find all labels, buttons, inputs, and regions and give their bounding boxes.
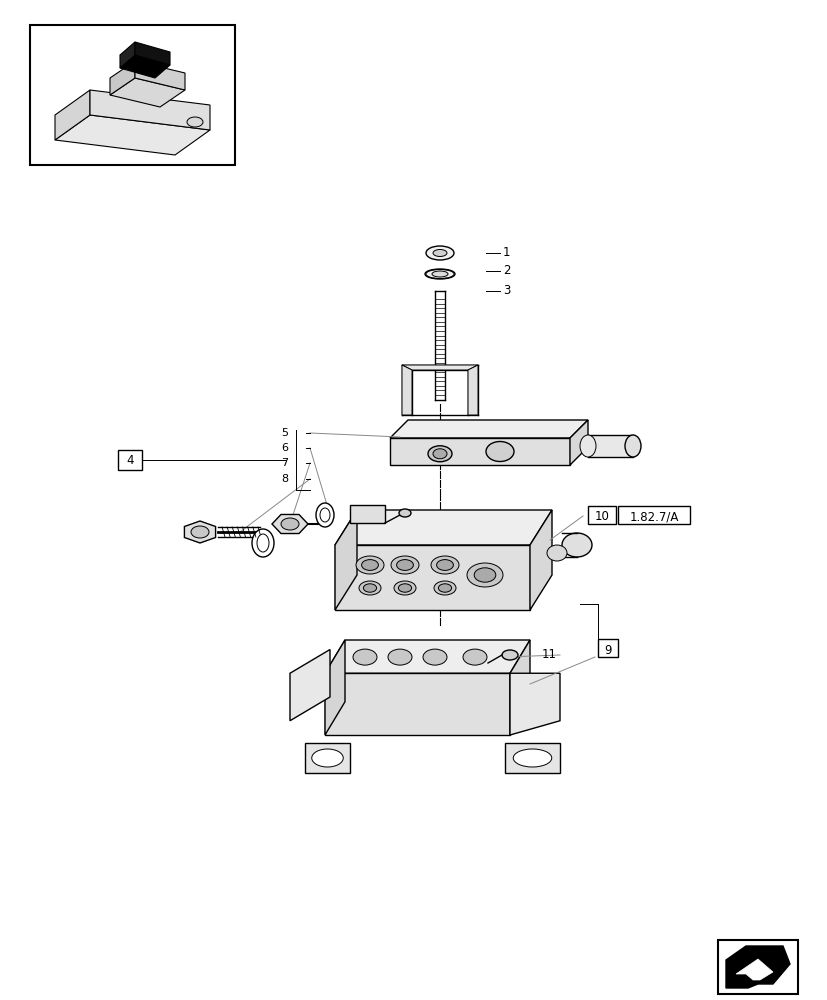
Polygon shape [335,510,356,610]
Text: 11: 11 [542,648,557,662]
Text: 8: 8 [280,474,288,484]
Ellipse shape [501,650,518,660]
Polygon shape [509,673,559,735]
Ellipse shape [624,435,640,457]
Bar [350,505,385,523]
Text: 3: 3 [502,284,509,298]
Polygon shape [725,946,789,988]
Ellipse shape [316,503,333,527]
Polygon shape [390,420,587,438]
Ellipse shape [359,581,380,595]
Ellipse shape [432,271,447,277]
Polygon shape [402,365,477,370]
Ellipse shape [474,568,495,582]
Ellipse shape [319,508,330,522]
Polygon shape [55,90,90,140]
Bar [504,743,559,773]
Bar [597,639,617,657]
Text: 1.82.7/A: 1.82.7/A [629,510,678,524]
Bar [587,506,615,524]
Polygon shape [120,55,170,78]
Ellipse shape [280,518,299,530]
Ellipse shape [436,560,453,570]
Polygon shape [325,640,345,735]
Ellipse shape [425,246,453,260]
Polygon shape [289,650,330,721]
Ellipse shape [433,449,447,459]
Ellipse shape [256,534,269,552]
Ellipse shape [431,556,458,574]
Polygon shape [335,545,529,610]
Polygon shape [325,673,509,735]
Polygon shape [120,42,135,68]
Ellipse shape [396,560,413,570]
Ellipse shape [485,442,514,462]
Ellipse shape [399,509,410,517]
Polygon shape [325,640,529,673]
Polygon shape [335,510,552,545]
Text: 2: 2 [502,264,510,277]
Bar [304,743,350,773]
Polygon shape [135,61,184,90]
Text: 7: 7 [280,458,288,468]
Bar [30,25,235,165]
Ellipse shape [312,749,343,767]
Bar [118,450,141,470]
Ellipse shape [562,533,591,557]
Bar [717,940,797,994]
Ellipse shape [513,749,551,767]
Polygon shape [467,365,477,415]
Polygon shape [529,510,552,610]
Ellipse shape [356,556,384,574]
Polygon shape [735,959,772,980]
Bar [617,506,689,524]
Text: 9: 9 [604,644,611,656]
Ellipse shape [390,556,418,574]
Bar [587,435,632,457]
Ellipse shape [433,249,447,256]
Ellipse shape [428,446,452,462]
Polygon shape [110,61,135,95]
Ellipse shape [433,581,456,595]
Text: 6: 6 [280,443,288,453]
Polygon shape [428,248,452,258]
Polygon shape [110,78,184,107]
Ellipse shape [251,529,274,557]
Ellipse shape [398,584,411,592]
Ellipse shape [466,563,502,587]
Polygon shape [509,640,529,735]
Text: 4: 4 [126,454,134,466]
Ellipse shape [547,545,566,561]
Polygon shape [90,90,210,130]
Polygon shape [272,514,308,534]
Ellipse shape [424,269,455,279]
Ellipse shape [388,649,412,665]
Text: 1: 1 [502,246,510,259]
Ellipse shape [352,649,376,665]
Ellipse shape [423,649,447,665]
Ellipse shape [579,435,595,457]
Polygon shape [402,365,412,415]
Polygon shape [569,420,587,465]
Ellipse shape [462,649,486,665]
Text: 5: 5 [280,428,288,438]
Polygon shape [55,115,210,155]
Ellipse shape [363,584,376,592]
Ellipse shape [394,581,415,595]
Ellipse shape [187,117,203,127]
Ellipse shape [437,584,451,592]
Ellipse shape [191,526,208,538]
Polygon shape [135,42,170,65]
Polygon shape [390,438,569,465]
Text: 10: 10 [594,510,609,524]
Ellipse shape [361,560,378,570]
Polygon shape [184,521,215,543]
